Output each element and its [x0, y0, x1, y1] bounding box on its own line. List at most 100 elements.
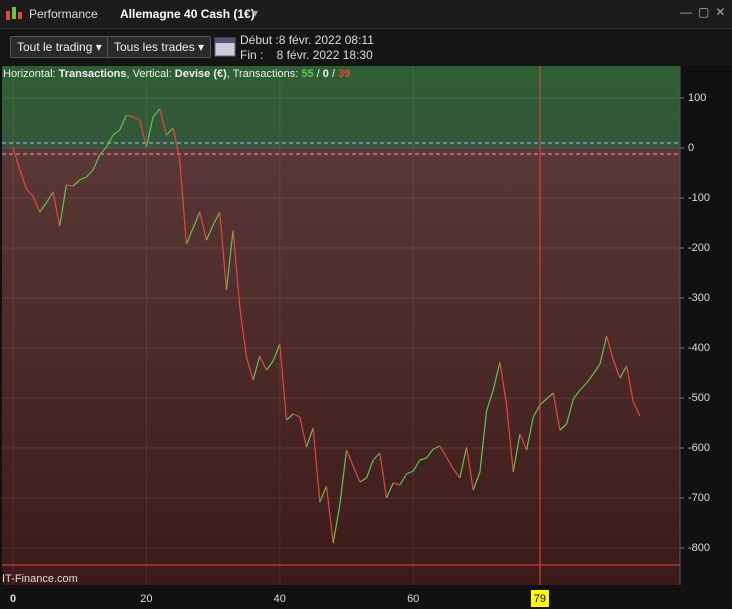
equity-segment [172, 127, 181, 161]
equity-segment [446, 456, 454, 470]
info: Horizontal: [3, 68, 59, 80]
equity-segment [325, 485, 334, 544]
equity-segment [419, 457, 427, 461]
x-tick-label: 60 [407, 593, 419, 605]
equity-segment [372, 452, 381, 461]
y-tick-label: -700 [688, 492, 710, 504]
losses: 39 [338, 68, 351, 80]
equity-segment [365, 459, 374, 479]
toolbar: Tout le trading ▾ Tous les trades ▾ Débu… [0, 29, 732, 65]
equity-segment [212, 211, 221, 226]
tab[interactable]: Performance [29, 7, 98, 21]
cursor-label: 79 [534, 593, 546, 605]
equity-segment [426, 448, 434, 459]
equity-segment [105, 134, 114, 148]
equity-segment [72, 179, 81, 187]
equity-segment [99, 146, 107, 156]
equity-segment [265, 360, 274, 371]
equity-segment [305, 427, 314, 448]
equity-segment [205, 224, 214, 241]
equity-segment [59, 184, 67, 227]
equity-segment [579, 382, 588, 391]
equity-segment [459, 446, 468, 479]
equity-segment [66, 184, 74, 187]
equity-segment [526, 416, 534, 451]
equity-segment [505, 404, 514, 473]
equity-segment [45, 191, 54, 204]
equity-segment [299, 416, 308, 448]
equity-segment [586, 373, 594, 384]
equity-segment [412, 459, 421, 472]
info: Transactions [58, 68, 127, 80]
equity-segment [439, 445, 448, 458]
equity-segment [245, 356, 254, 381]
y-tick-label: -600 [688, 442, 710, 454]
equity-segment [606, 335, 614, 361]
equity-segment [19, 168, 27, 190]
equity-segment [192, 211, 201, 229]
loss-zone [2, 148, 680, 585]
equity-segment [319, 485, 328, 503]
equity-segment [85, 169, 94, 178]
equity-segment [312, 427, 321, 503]
scope-button[interactable]: Tout le trading ▾ [10, 36, 109, 58]
equity-segment [566, 398, 574, 425]
y-tick-label: -400 [688, 342, 710, 354]
equity-segment [139, 119, 147, 148]
equity-segment [292, 413, 301, 418]
x-tick-label: 40 [274, 593, 286, 605]
x-tick-label: 0 [10, 593, 16, 605]
equity-segment [252, 355, 261, 381]
y-tick-label: 0 [688, 142, 694, 154]
equity-segment [332, 504, 341, 544]
scope: Tout le trading [17, 40, 93, 54]
equity-segment [492, 361, 501, 391]
title-bar: Performance Allemagne 40 Cash (1€) ▾ —▢✕ [0, 0, 732, 29]
equity-segment [592, 363, 601, 375]
profit-zone [2, 66, 680, 148]
equity-segment [406, 470, 414, 475]
icon [6, 7, 22, 20]
equity-segment [12, 147, 21, 170]
equity-segment [539, 398, 548, 406]
info-line: Horizontal: Transactions, Vertical: Devi… [3, 68, 350, 80]
y-tick-label: -300 [688, 292, 710, 304]
info: , Transactions: [226, 68, 302, 80]
equity-segment [612, 359, 621, 379]
info: Devise (€) [174, 68, 227, 80]
equity-segment [485, 389, 494, 412]
equity-segment [39, 202, 47, 213]
dropdown-arrow[interactable]: ▾ [252, 6, 259, 20]
info: / [313, 68, 323, 80]
y-tick-label: -200 [688, 242, 710, 254]
equity-segment [532, 404, 541, 418]
watermark: IT-Finance.com [2, 573, 78, 585]
equity-segment [32, 195, 41, 213]
window-controls[interactable]: —▢✕ [680, 5, 732, 19]
y-tick-label: -100 [688, 192, 710, 204]
calendar-icon[interactable] [214, 35, 236, 57]
equity-segment [152, 108, 161, 118]
equity-segment [25, 188, 34, 197]
equity-segment [632, 401, 641, 417]
trades-button[interactable]: Tous les trades ▾ [107, 36, 212, 58]
equity-segment [279, 343, 288, 421]
wins: 55 [301, 68, 314, 80]
equity-segment [339, 449, 348, 506]
equity-segment [272, 343, 281, 362]
cursor-label-bg [530, 590, 549, 607]
even: 0 [322, 68, 329, 80]
equity-segment [119, 114, 127, 131]
equity-segment [512, 433, 521, 473]
equity-segment [479, 410, 488, 473]
equity-segment [239, 306, 248, 358]
equity-segment [465, 446, 474, 491]
axis-bg [0, 585, 732, 609]
equity-segment [546, 392, 554, 400]
equity-segment [52, 191, 61, 227]
equity-segment [199, 211, 208, 241]
equity-segment [359, 477, 367, 483]
y-tick-label: 100 [688, 92, 706, 104]
instrument[interactable]: Allemagne 40 Cash (1€) [120, 7, 255, 21]
